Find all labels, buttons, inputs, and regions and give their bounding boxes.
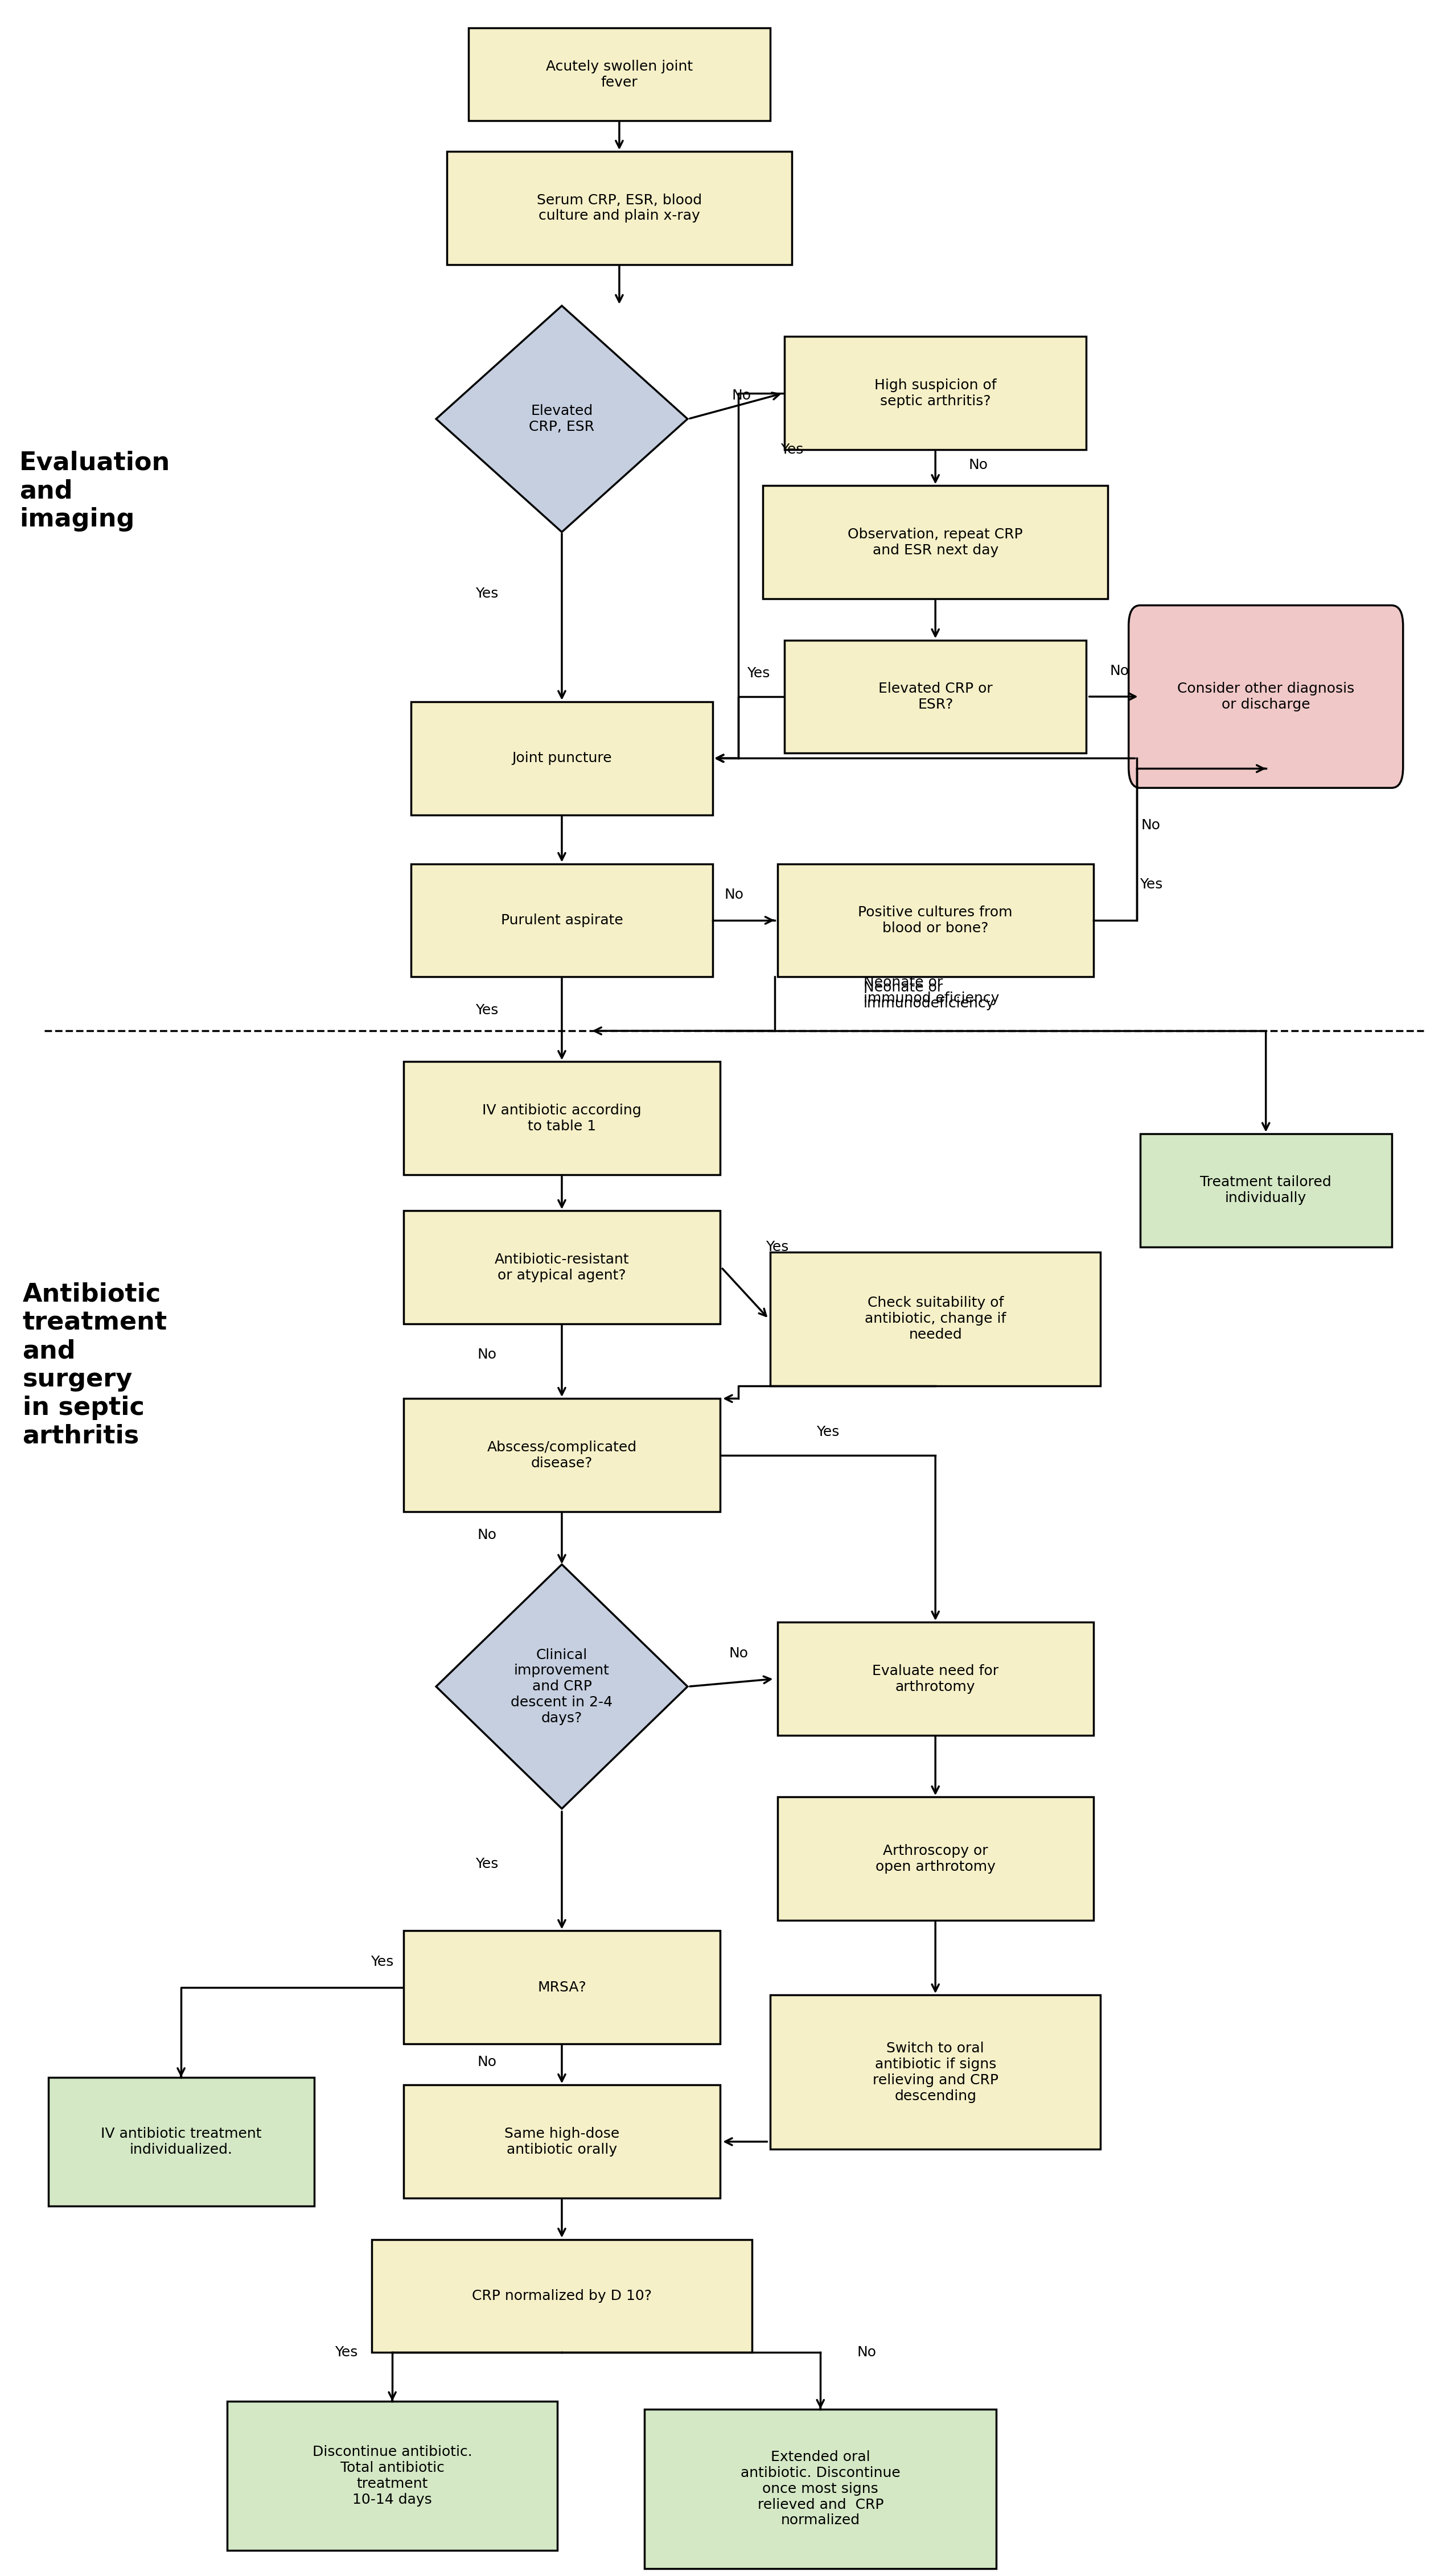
FancyBboxPatch shape	[404, 1399, 720, 1512]
Text: Treatment tailored
individually: Treatment tailored individually	[1200, 1175, 1331, 1206]
Text: Purulent aspirate: Purulent aspirate	[501, 914, 623, 927]
Text: MRSA?: MRSA?	[537, 1981, 586, 1994]
Text: Yes: Yes	[780, 443, 803, 456]
Text: No: No	[1110, 665, 1129, 677]
Text: Discontinue antibiotic.
Total antibiotic
treatment
10-14 days: Discontinue antibiotic. Total antibiotic…	[313, 2445, 473, 2506]
Text: Yes: Yes	[1139, 878, 1163, 891]
Text: Consider other diagnosis
or discharge: Consider other diagnosis or discharge	[1177, 683, 1355, 711]
Text: Antibiotic
treatment
and
surgery
in septic
arthritis: Antibiotic treatment and surgery in sept…	[22, 1283, 167, 1448]
FancyBboxPatch shape	[1129, 605, 1403, 788]
Text: Check suitability of
antibiotic, change if
needed: Check suitability of antibiotic, change …	[864, 1296, 1005, 1342]
Text: Extended oral
antibiotic. Discontinue
once most signs
relieved and  CRP
normaliz: Extended oral antibiotic. Discontinue on…	[741, 2450, 901, 2527]
Text: Serum CRP, ESR, blood
culture and plain x-ray: Serum CRP, ESR, blood culture and plain …	[537, 193, 701, 222]
FancyBboxPatch shape	[447, 152, 792, 265]
Text: No: No	[477, 1347, 496, 1363]
Text: Joint puncture: Joint puncture	[512, 752, 611, 765]
FancyBboxPatch shape	[469, 28, 770, 121]
FancyBboxPatch shape	[784, 337, 1087, 451]
FancyBboxPatch shape	[645, 2409, 997, 2568]
FancyBboxPatch shape	[404, 1932, 720, 2043]
Text: No: No	[477, 2056, 496, 2069]
Text: Elevated
CRP, ESR: Elevated CRP, ESR	[530, 404, 595, 433]
Text: Yes: Yes	[371, 1955, 394, 1968]
FancyBboxPatch shape	[404, 2084, 720, 2197]
Text: Antibiotic-resistant
or atypical agent?: Antibiotic-resistant or atypical agent?	[495, 1252, 629, 1283]
FancyBboxPatch shape	[777, 1798, 1094, 1922]
Text: Evaluate need for
arthrotomy: Evaluate need for arthrotomy	[872, 1664, 998, 1692]
FancyBboxPatch shape	[410, 863, 713, 976]
Text: Yes: Yes	[816, 1425, 840, 1440]
FancyBboxPatch shape	[404, 1061, 720, 1175]
Text: No: No	[1141, 819, 1161, 832]
Text: Yes: Yes	[476, 587, 499, 600]
FancyBboxPatch shape	[770, 1994, 1100, 2148]
FancyBboxPatch shape	[404, 1211, 720, 1324]
Text: No: No	[725, 889, 744, 902]
FancyBboxPatch shape	[371, 2239, 752, 2352]
Polygon shape	[436, 307, 688, 533]
Text: Acutely swollen joint
fever: Acutely swollen joint fever	[546, 59, 693, 90]
Text: Yes: Yes	[476, 1857, 499, 1870]
FancyBboxPatch shape	[1141, 1133, 1391, 1247]
Text: Neonate or
immunodeficiency: Neonate or immunodeficiency	[864, 981, 995, 1010]
Text: Clinical
improvement
and CRP
descent in 2-4
days?: Clinical improvement and CRP descent in …	[511, 1649, 613, 1726]
Text: High suspicion of
septic arthritis?: High suspicion of septic arthritis?	[874, 379, 997, 407]
Text: Same high-dose
antibiotic orally: Same high-dose antibiotic orally	[505, 2128, 620, 2156]
Text: IV antibiotic treatment
individualized.: IV antibiotic treatment individualized.	[100, 2128, 262, 2156]
Text: Arthroscopy or
open arthrotomy: Arthroscopy or open arthrotomy	[876, 1844, 995, 1873]
Text: Evaluation
and
imaging: Evaluation and imaging	[19, 451, 170, 531]
Text: Yes: Yes	[476, 1005, 499, 1018]
Text: CRP normalized by D 10?: CRP normalized by D 10?	[471, 2290, 652, 2303]
Text: IV antibiotic according
to table 1: IV antibiotic according to table 1	[482, 1103, 642, 1133]
FancyBboxPatch shape	[777, 863, 1094, 976]
Text: Elevated CRP or
ESR?: Elevated CRP or ESR?	[879, 683, 992, 711]
FancyBboxPatch shape	[770, 1252, 1100, 1386]
Text: No: No	[729, 1646, 748, 1659]
Text: No: No	[969, 459, 988, 471]
FancyBboxPatch shape	[762, 487, 1107, 598]
Text: Yes: Yes	[765, 1239, 789, 1255]
Text: No: No	[857, 2347, 876, 2360]
FancyBboxPatch shape	[410, 701, 713, 814]
Text: Positive cultures from
blood or bone?: Positive cultures from blood or bone?	[858, 907, 1013, 935]
Text: Observation, repeat CRP
and ESR next day: Observation, repeat CRP and ESR next day	[848, 528, 1023, 556]
FancyBboxPatch shape	[48, 2076, 314, 2205]
Text: Abscess/complicated
disease?: Abscess/complicated disease?	[487, 1440, 637, 1471]
Text: Switch to oral
antibiotic if signs
relieving and CRP
descending: Switch to oral antibiotic if signs relie…	[873, 2043, 998, 2102]
FancyBboxPatch shape	[227, 2401, 557, 2550]
FancyBboxPatch shape	[777, 1623, 1094, 1736]
Text: Yes: Yes	[748, 667, 770, 680]
Text: Neonate or
immunod eficiency: Neonate or immunod eficiency	[864, 976, 1000, 1005]
Text: No: No	[732, 389, 751, 402]
Text: No: No	[477, 1528, 496, 1540]
Text: Yes: Yes	[335, 2347, 358, 2360]
FancyBboxPatch shape	[784, 639, 1087, 752]
Polygon shape	[436, 1564, 688, 1808]
